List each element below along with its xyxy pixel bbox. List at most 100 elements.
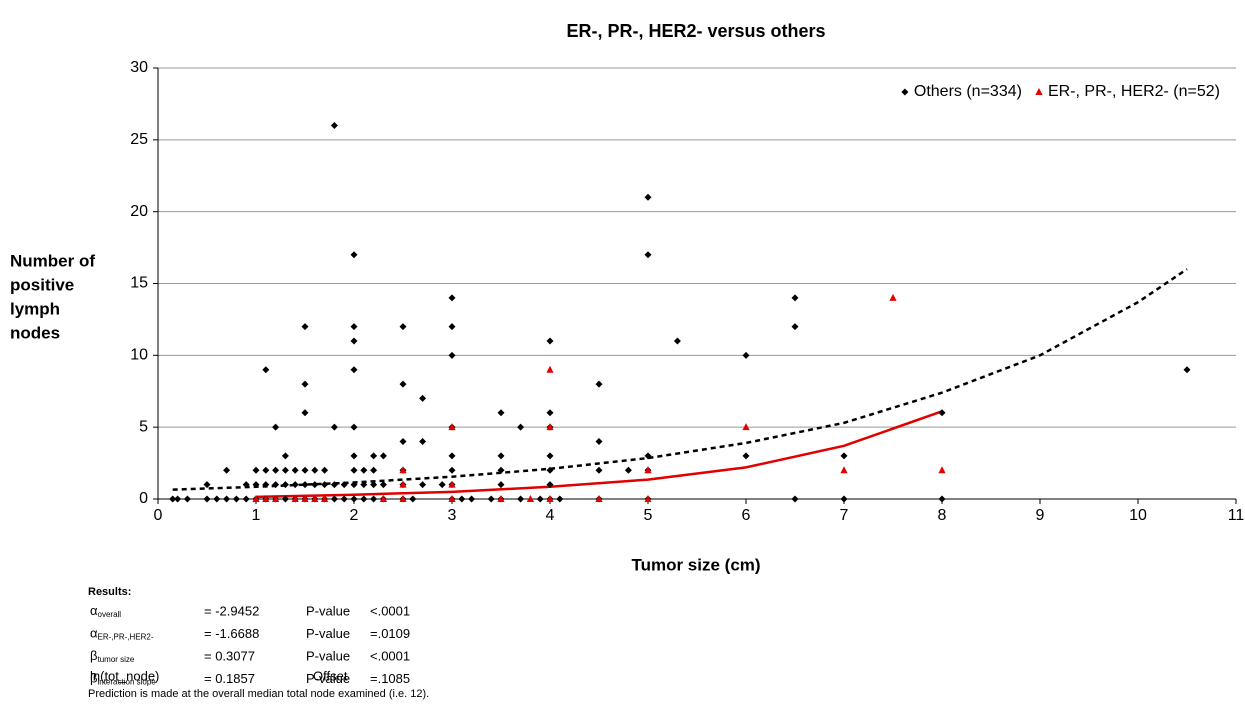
point	[419, 394, 427, 402]
point	[556, 495, 564, 503]
point	[938, 409, 946, 417]
y-axis-label: Number of	[10, 251, 95, 270]
point	[419, 438, 427, 446]
point	[301, 409, 309, 417]
point	[350, 466, 358, 474]
point	[203, 481, 211, 489]
point	[262, 495, 270, 502]
point	[350, 495, 358, 503]
point	[281, 452, 289, 460]
point	[673, 337, 681, 345]
point	[272, 466, 280, 474]
legend-marker	[901, 88, 909, 96]
y-tick-label: 5	[139, 418, 148, 435]
point	[301, 466, 309, 474]
point	[183, 495, 191, 503]
x-tick-label: 3	[448, 507, 457, 524]
point	[448, 480, 456, 488]
point	[281, 481, 289, 489]
point	[742, 452, 750, 460]
offset-name: ln(tot_node)	[90, 668, 159, 683]
p-value-label: P-value	[306, 671, 350, 686]
point	[448, 466, 456, 474]
point	[262, 481, 270, 489]
point	[595, 380, 603, 388]
point	[595, 495, 603, 502]
point	[223, 466, 231, 474]
point	[321, 481, 329, 489]
point	[497, 452, 505, 460]
legend-label: ER-, PR-, HER2- (n=52)	[1048, 83, 1220, 100]
p-value: =.0109	[370, 626, 410, 641]
coefficient-name: αER-,PR-,HER2-	[90, 626, 154, 642]
point	[291, 495, 299, 502]
point	[242, 495, 250, 503]
point	[311, 495, 319, 502]
y-tick-label: 10	[130, 347, 148, 364]
point	[291, 481, 299, 489]
point	[644, 452, 652, 460]
coefficient-name: βtumor size	[90, 648, 135, 664]
point	[350, 423, 358, 431]
offset-label: Offset	[313, 668, 348, 683]
point	[350, 337, 358, 345]
x-tick-label: 8	[938, 507, 947, 524]
x-tick-label: 0	[154, 507, 163, 524]
point	[370, 452, 378, 460]
point	[742, 423, 750, 431]
point	[311, 481, 319, 489]
y-tick-label: 0	[139, 490, 148, 507]
point	[330, 481, 338, 489]
point	[272, 481, 280, 489]
point	[546, 495, 554, 502]
point	[546, 452, 554, 460]
y-axis-label: nodes	[10, 323, 60, 342]
point	[526, 495, 534, 502]
coefficient-subscript: ER-,PR-,HER2-	[98, 633, 154, 642]
coefficient-value: = -1.6688	[204, 626, 259, 641]
x-tick-label: 4	[546, 507, 555, 524]
point	[644, 193, 652, 201]
point	[546, 466, 554, 474]
point	[340, 481, 348, 489]
point	[448, 495, 456, 502]
point	[350, 452, 358, 460]
p-value: =.1085	[370, 671, 410, 686]
point	[213, 495, 221, 503]
point	[938, 495, 946, 503]
point	[232, 495, 240, 503]
legend-marker	[1035, 88, 1043, 95]
point	[644, 495, 652, 502]
point	[595, 438, 603, 446]
coefficient-name: βinteraction slope	[90, 671, 156, 687]
point	[174, 495, 182, 503]
y-tick-label: 30	[130, 59, 148, 76]
x-tick-label: 11	[1228, 507, 1245, 524]
point	[1183, 366, 1191, 374]
legend-label: Others (n=334)	[914, 83, 1022, 100]
point	[379, 481, 387, 489]
x-tick-label: 1	[252, 507, 261, 524]
point	[448, 323, 456, 331]
point	[203, 495, 211, 503]
point	[370, 466, 378, 474]
point	[272, 495, 280, 502]
point	[252, 466, 260, 474]
point	[644, 251, 652, 259]
x-axis-label: Tumor size (cm)	[631, 555, 760, 574]
point	[517, 495, 525, 503]
x-tick-label: 7	[840, 507, 849, 524]
point	[379, 495, 387, 502]
point	[546, 337, 554, 345]
p-value-label: P-value	[306, 626, 350, 641]
coefficient-name: αoverall	[90, 603, 121, 619]
point	[448, 294, 456, 302]
point	[399, 438, 407, 446]
point	[517, 423, 525, 431]
point	[399, 323, 407, 331]
results-heading: Results:	[88, 586, 131, 598]
point	[340, 495, 348, 503]
point	[644, 466, 652, 474]
coefficient-subscript: overall	[98, 610, 122, 619]
point	[536, 495, 544, 503]
